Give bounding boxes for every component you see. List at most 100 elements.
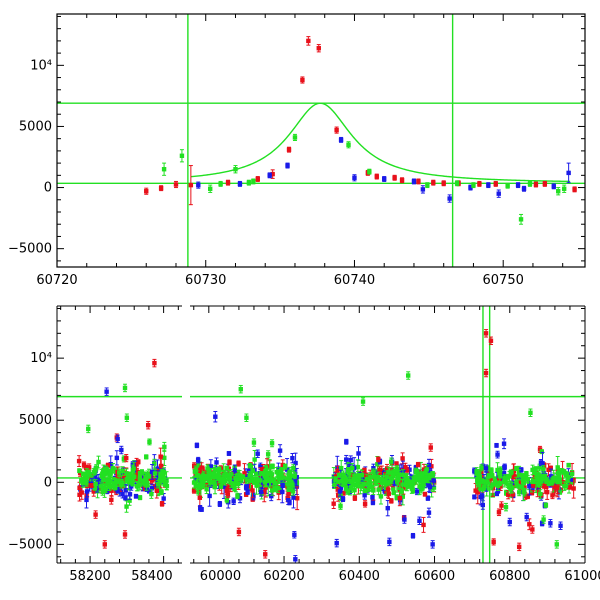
data-point [550,493,555,498]
data-point-red [294,486,300,511]
data-point [294,496,300,501]
data-point [274,469,279,475]
data-point-blue [356,446,361,461]
data-point [106,478,111,483]
data-point [250,476,255,482]
data-point [103,486,108,492]
data-point [201,473,206,479]
data-point [246,180,252,185]
data-point [519,467,524,473]
data-point [515,182,521,188]
data-point-green [247,462,253,469]
data-point [472,494,477,500]
data-point [258,478,263,483]
data-point [263,485,268,490]
data-point-green [517,488,522,497]
data-point-red [572,186,577,193]
data-point [506,492,511,497]
data-point [431,180,436,185]
data-point [290,482,295,488]
data-point [491,539,496,545]
data-point-red [533,181,539,188]
data-point [144,189,149,194]
data-point [561,480,566,486]
x-tick-label: 60750 [483,273,524,288]
data-point [291,465,296,471]
data-point [121,456,127,462]
data-point-green [454,180,460,187]
data-point [392,175,397,180]
data-point [352,175,357,180]
data-point [267,478,272,483]
data-point [362,501,368,507]
data-point [109,488,114,493]
data-point-green [265,450,271,459]
data-point-blue [551,183,556,190]
data-point [152,461,157,466]
data-point [152,471,158,476]
data-point [214,460,219,465]
data-point [340,496,346,502]
data-point [96,477,101,483]
data-point-red [89,483,94,488]
data-point [162,444,167,450]
data-point-green [233,165,238,174]
data-point [374,174,379,179]
data-point [522,485,527,490]
data-point [250,497,255,502]
data-point [188,182,194,188]
data-point [191,480,197,485]
data-point [84,483,90,488]
data-point-green [346,141,351,149]
data-point-blue [243,484,249,491]
data-point [411,179,417,184]
data-point [197,495,203,500]
data-point-blue [495,450,500,459]
data-point-green [211,467,217,479]
data-point-blue [292,531,297,539]
data-point-red [394,461,399,467]
data-point [154,488,160,493]
data-point-blue [515,182,521,189]
data-point [130,481,135,486]
data-point [196,484,201,490]
data-point [237,496,243,501]
data-point-green [147,438,152,446]
data-point-red [109,495,114,505]
data-point [251,179,256,184]
data-point [544,489,550,495]
data-point-blue [420,185,426,194]
data-point-green [77,468,82,474]
data-point [194,443,200,448]
data-point [496,510,502,515]
data-point-blue [226,451,232,456]
data-point [224,465,229,471]
data-point [162,455,167,461]
data-point [286,491,291,496]
data-point [556,189,561,194]
data-point [505,183,510,188]
data-point [348,457,353,463]
data-point [480,502,485,508]
top-plot-frame [56,13,586,268]
data-point [270,171,275,177]
data-point [251,479,257,485]
data-point [290,455,295,461]
data-point [431,485,437,490]
data-point [79,490,84,495]
data-point [98,483,104,489]
data-point [107,484,112,490]
data-point-green [161,162,167,176]
data-point [120,468,125,474]
data-point [552,484,558,490]
data-point [287,469,293,474]
data-point [158,473,163,478]
data-point [531,482,536,487]
data-point [497,477,502,482]
data-point-blue [566,162,571,184]
data-point-red [496,508,502,517]
data-point [486,182,491,188]
data-point [539,449,544,454]
data-point-red [421,516,426,533]
